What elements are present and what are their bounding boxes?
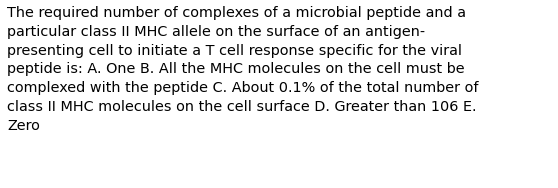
Text: The required number of complexes of a microbial peptide and a
particular class I: The required number of complexes of a mi… <box>7 6 479 133</box>
